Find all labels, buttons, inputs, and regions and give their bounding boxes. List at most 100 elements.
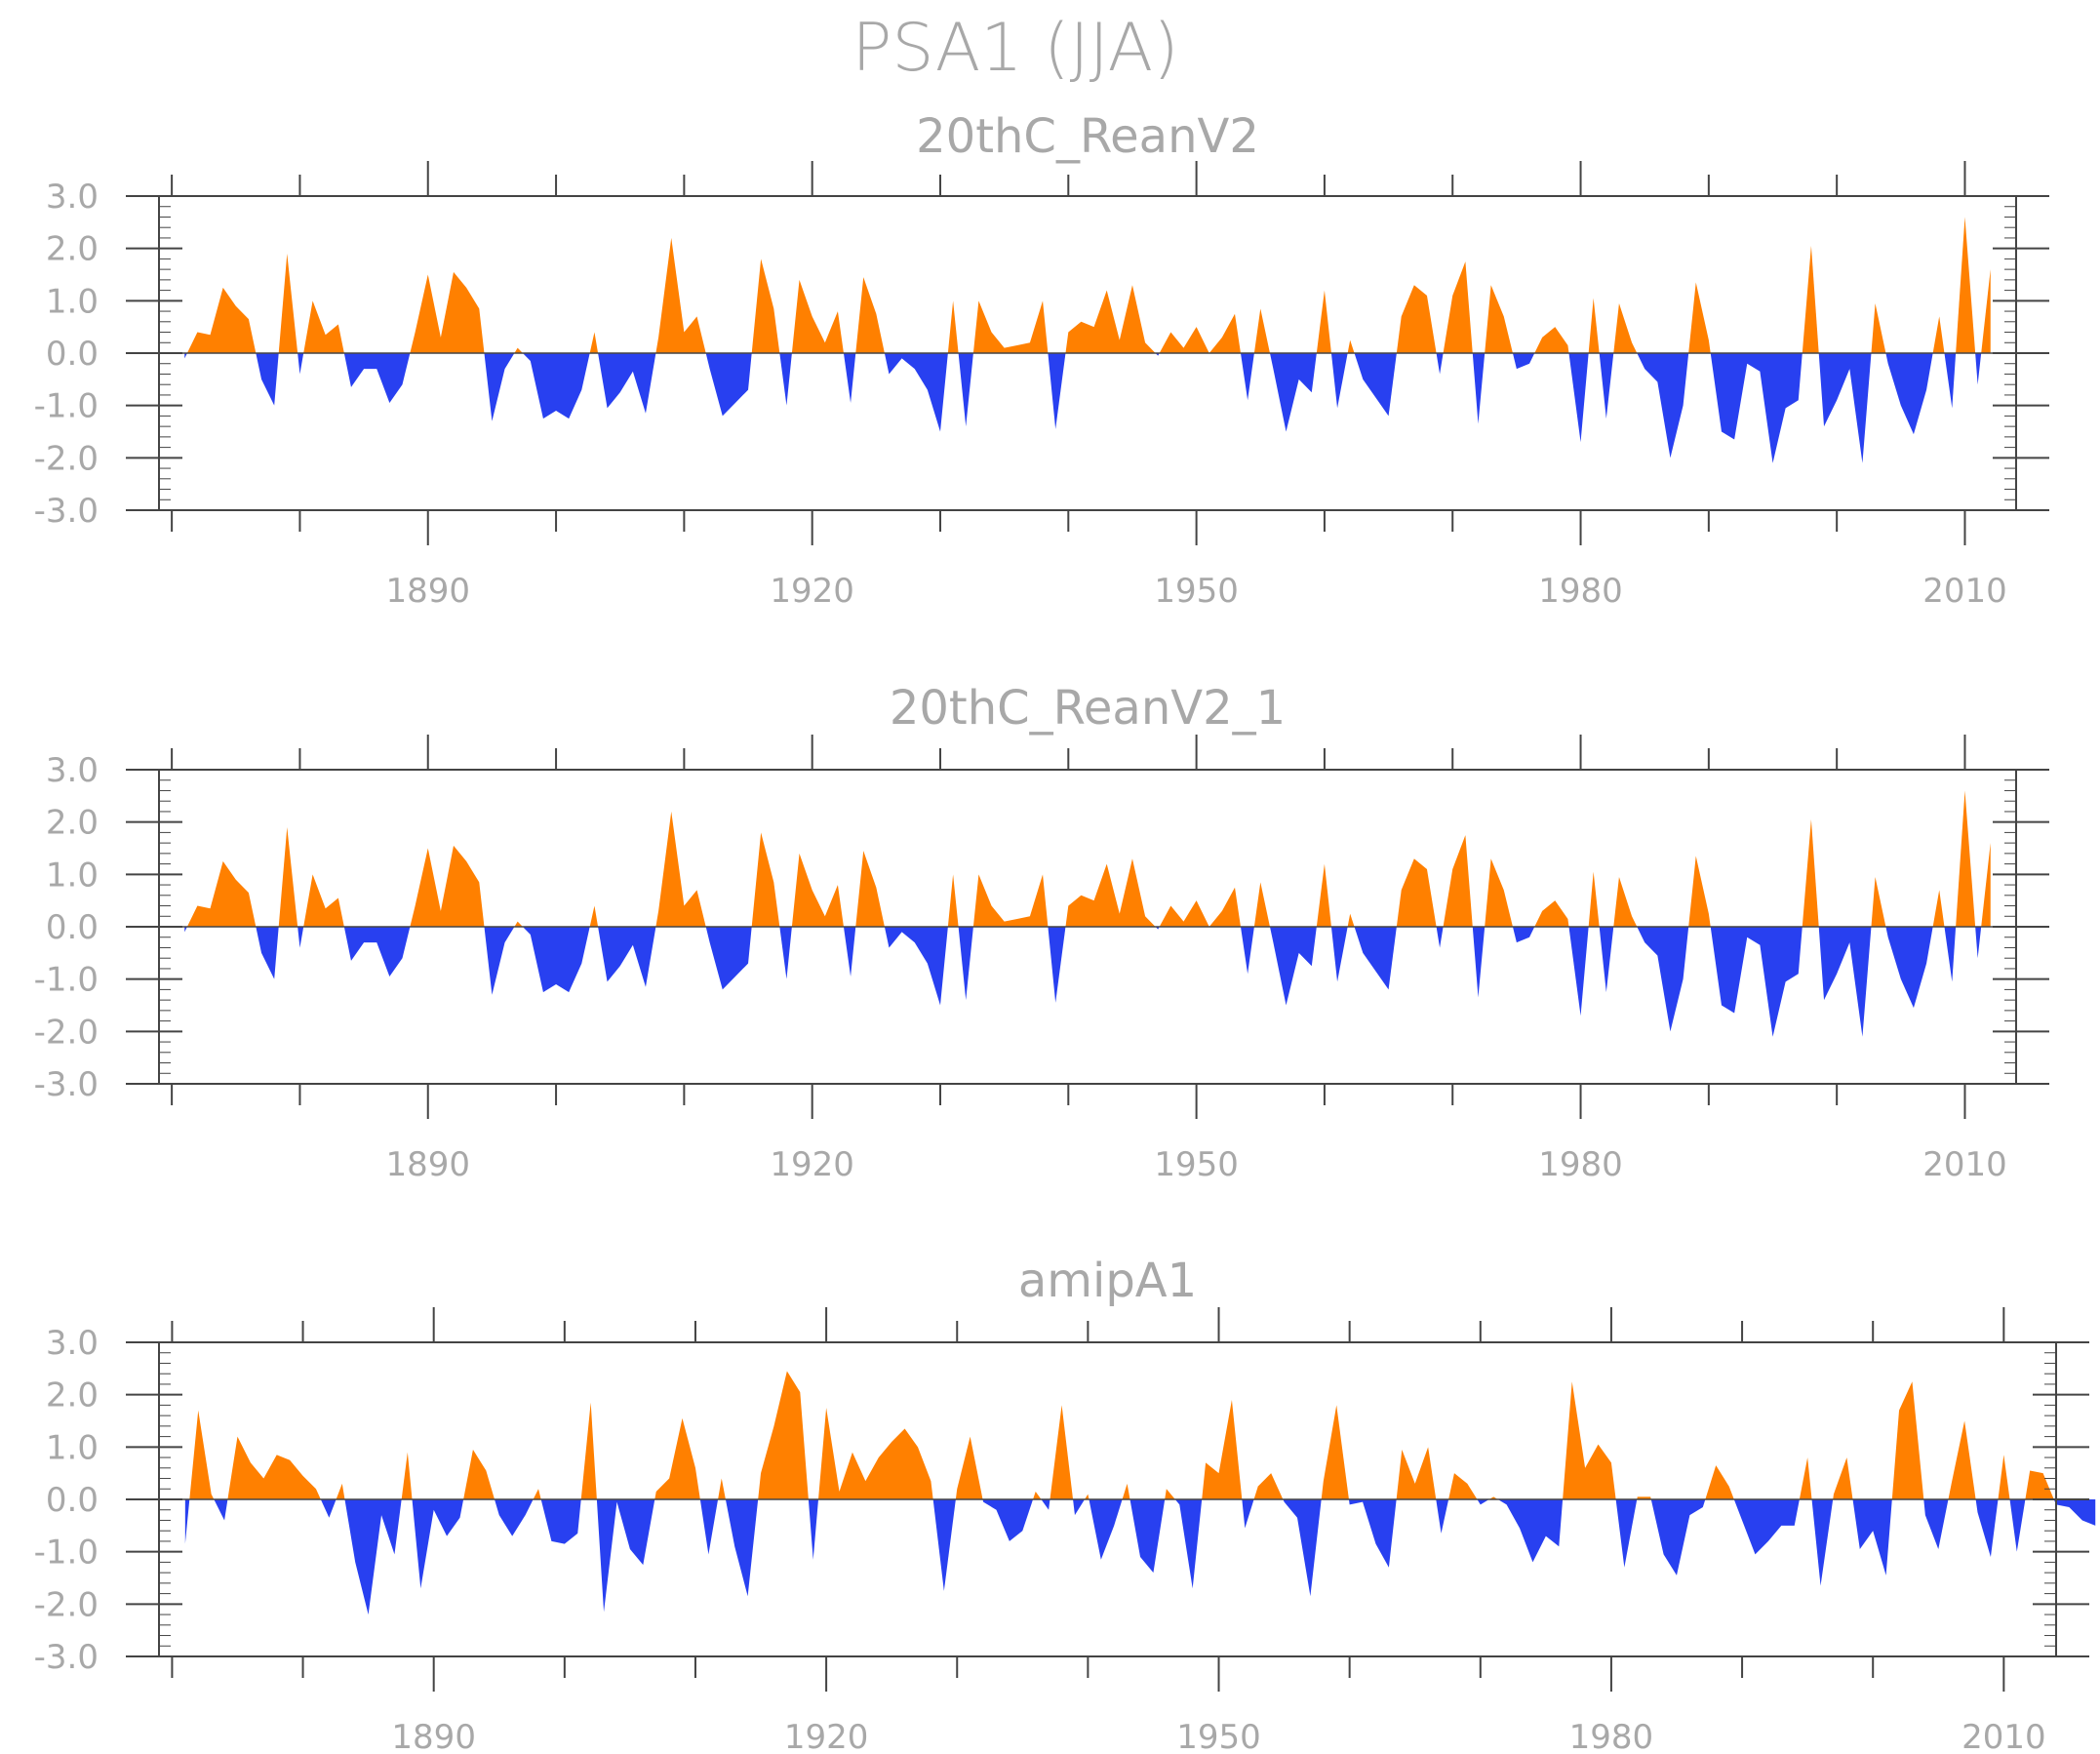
positive-anomaly-area <box>1688 856 1711 927</box>
negative-anomaly-area <box>1512 353 1535 370</box>
negative-anomaly-area <box>1944 353 1957 409</box>
positive-anomaly-area <box>410 271 485 353</box>
negative-anomaly-area <box>808 1499 819 1560</box>
x-tick-label: 1920 <box>770 572 854 611</box>
positive-anomaly-area <box>1956 217 1976 353</box>
positive-anomaly-area <box>1443 835 1473 927</box>
positive-anomaly-area <box>1253 882 1270 927</box>
negative-anomaly-area <box>1568 927 1589 1017</box>
positive-anomaly-area <box>1316 290 1331 353</box>
y-tick-label: 1.0 <box>46 856 99 895</box>
negative-anomaly-area <box>1975 353 1982 385</box>
negative-anomaly-area <box>1436 1499 1449 1534</box>
negative-anomaly-area <box>1615 1499 1638 1568</box>
negative-anomaly-area <box>1885 927 1933 1009</box>
positive-anomaly-area <box>1396 858 1437 927</box>
negative-anomaly-area <box>184 927 187 933</box>
negative-anomaly-area <box>484 927 515 995</box>
x-tick-label: 1890 <box>391 1718 476 1754</box>
positive-anomaly-area <box>401 1452 413 1499</box>
positive-anomaly-area <box>1122 1483 1130 1499</box>
positive-anomaly-area <box>514 347 523 353</box>
panel-title: amipA1 <box>1018 1254 1197 1308</box>
negative-anomaly-area <box>1472 353 1486 424</box>
positive-anomaly-area <box>955 1436 983 1499</box>
negative-anomaly-area <box>343 927 411 977</box>
negative-anomaly-area <box>1242 1499 1254 1529</box>
positive-anomaly-area <box>336 1483 345 1499</box>
positive-anomaly-area <box>654 1417 700 1499</box>
positive-anomaly-area <box>1588 298 1600 353</box>
x-tick-label: 1980 <box>1569 1718 1654 1754</box>
negative-anomaly-area <box>484 353 515 421</box>
positive-anomaly-area <box>855 851 885 927</box>
panel-title: 20thC_ReanV2 <box>916 109 1259 164</box>
y-tick-label: 3.0 <box>46 751 99 790</box>
positive-anomaly-area <box>758 1371 809 1499</box>
positive-anomaly-area <box>1981 269 1991 353</box>
x-tick-label: 1980 <box>1538 572 1623 611</box>
positive-anomaly-area <box>580 1402 597 1499</box>
y-tick-label: 0.0 <box>46 1481 99 1520</box>
y-tick-label: -3.0 <box>34 1638 99 1677</box>
y-tick-label: 2.0 <box>46 1376 99 1415</box>
positive-anomaly-area <box>1534 327 1569 353</box>
positive-anomaly-area <box>1871 303 1886 353</box>
positive-anomaly-area <box>1956 790 1976 927</box>
positive-anomaly-area <box>1396 1447 1437 1499</box>
main-title: PSA1 (JJA) <box>852 10 1178 87</box>
positive-anomaly-area <box>1202 1400 1243 1499</box>
positive-anomaly-area <box>1588 871 1600 927</box>
negative-anomaly-area <box>1174 1499 1203 1589</box>
y-axis: 3.0 2.0 1.0 0.0 -1.0 -2.0 -3.0 <box>34 751 2049 1104</box>
negative-anomaly-area <box>495 1499 534 1536</box>
y-tick-label: 1.0 <box>46 282 99 321</box>
y-tick-label: 0.0 <box>46 908 99 947</box>
negative-anomaly-area <box>982 1499 1034 1541</box>
positive-anomaly-area <box>1448 1473 1478 1499</box>
positive-anomaly-area <box>227 1436 321 1499</box>
negative-anomaly-area <box>1089 1499 1123 1560</box>
positive-anomaly-area <box>303 300 344 353</box>
x-tick-label: 1920 <box>784 1718 869 1754</box>
negative-anomaly-area <box>1923 1499 1949 1549</box>
negative-anomaly-area <box>1599 353 1614 419</box>
negative-anomaly-area <box>1269 927 1317 1006</box>
x-tick-label: 2010 <box>1922 1145 2007 1184</box>
negative-anomaly-area <box>958 927 973 1001</box>
positive-anomaly-area <box>655 811 706 927</box>
negative-anomaly-area <box>932 1499 956 1591</box>
negative-anomaly-area <box>297 927 304 948</box>
positive-anomaly-area <box>718 1478 726 1499</box>
x-axis: 1890 1920 1950 1980 2010 <box>171 161 2007 611</box>
positive-anomaly-area <box>514 921 523 927</box>
positive-anomaly-area <box>1613 303 1638 353</box>
negative-anomaly-area <box>598 927 656 987</box>
positive-anomaly-area <box>1065 858 1156 927</box>
y-tick-label: 3.0 <box>46 178 99 217</box>
positive-anomaly-area <box>1165 1489 1175 1499</box>
positive-anomaly-area <box>751 259 780 353</box>
negative-anomaly-area <box>1975 927 1982 959</box>
negative-anomaly-area <box>1944 927 1957 982</box>
positive-anomaly-area <box>303 874 344 927</box>
positive-anomaly-area <box>2025 1470 2054 1499</box>
positive-anomaly-area <box>1316 863 1331 927</box>
x-tick-label: 1980 <box>1538 1145 1623 1184</box>
negative-anomaly-area <box>1048 927 1066 1003</box>
positive-anomaly-area <box>1833 1457 1853 1499</box>
positive-anomaly-area <box>1253 1473 1284 1499</box>
negative-anomaly-area <box>1599 927 1614 993</box>
y-tick-label: -1.0 <box>34 961 99 1000</box>
y-tick-label: -2.0 <box>34 439 99 478</box>
positive-anomaly-area <box>1033 1491 1042 1499</box>
positive-anomaly-area <box>1253 308 1270 353</box>
positive-anomaly-area <box>1802 245 1819 353</box>
negative-anomaly-area <box>1436 353 1444 375</box>
positive-anomaly-area <box>1802 818 1819 927</box>
y-tick-label: 1.0 <box>46 1428 99 1467</box>
negative-anomaly-area <box>884 353 948 432</box>
y-tick-label: 3.0 <box>46 1324 99 1363</box>
negative-anomaly-area <box>1818 927 1872 1037</box>
